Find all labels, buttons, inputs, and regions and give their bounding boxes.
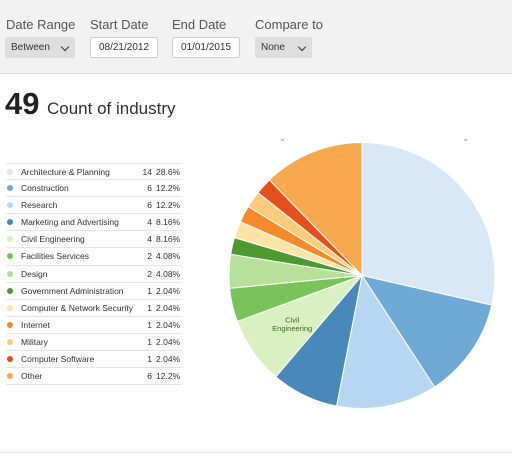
legend-label: Research: [21, 200, 58, 211]
legend-swatch: [7, 236, 13, 243]
chevron-down-icon: [297, 42, 307, 52]
legend-count: 1: [147, 285, 152, 296]
legend-count: 6: [147, 371, 152, 382]
compare-to-value: None: [261, 42, 285, 53]
legend-count: 4: [147, 217, 152, 228]
pie-slice-label: Design: [265, 139, 288, 141]
legend-percent: 2.04%: [156, 336, 181, 347]
legend-swatch: [7, 304, 13, 311]
legend-count: 1: [147, 354, 152, 365]
legend-row[interactable]: Civil Engineering 4 8.16%: [6, 231, 182, 249]
legend-count: 1: [147, 302, 152, 313]
legend-percent: 12.2%: [156, 183, 181, 194]
legend-swatch: [7, 169, 13, 175]
legend-label: Facilities Services: [21, 251, 90, 262]
pie-slice[interactable]: [335, 274, 436, 409]
date-range-dropdown[interactable]: Between: [5, 37, 75, 58]
pie-slice-label: Other: [321, 139, 340, 141]
legend-percent: 28.6%: [156, 167, 181, 177]
pie-chart: Architecture & PlanningConstruction Resea…: [228, 139, 496, 409]
divider: [0, 452, 512, 453]
legend-label: Military: [21, 336, 48, 347]
headline-count: 49: [5, 86, 40, 121]
legend-row[interactable]: Construction 6 12.2%: [6, 180, 182, 198]
legend-swatch: [7, 253, 13, 260]
legend-row[interactable]: Computer Software 1 2.04%: [6, 351, 182, 369]
legend-row[interactable]: Computer & Network Security 1 2.04%: [6, 300, 182, 317]
legend-percent: 12.2%: [156, 200, 181, 211]
legend-label: Other: [21, 371, 43, 382]
legend-swatch: [7, 270, 13, 277]
legend-label: Architecture & Planning: [21, 167, 110, 177]
legend-label: Marketing and Advertising: [21, 217, 119, 228]
legend-swatch: [7, 219, 13, 226]
start-date-label: Start Date: [90, 17, 149, 32]
legend-count: 1: [147, 319, 152, 330]
end-date-input[interactable]: 01/01/2015: [172, 37, 240, 58]
pie-slice-label: Architecture & Planning: [389, 139, 467, 141]
legend-percent: 12.2%: [156, 371, 181, 382]
legend-swatch: [7, 321, 13, 328]
legend-count: 6: [147, 183, 152, 194]
legend-count: 2: [147, 268, 152, 279]
legend-percent: 8.16%: [156, 217, 181, 228]
end-date-label: End Date: [172, 17, 227, 32]
legend-label: Computer Software: [21, 354, 95, 365]
legend-count: 6: [147, 200, 152, 211]
chevron-down-icon: [60, 42, 70, 52]
pie-slice-label: Construction: [411, 139, 453, 141]
headline-label: Count of industry: [47, 99, 176, 118]
legend-swatch: [7, 185, 13, 192]
legend-percent: 8.16%: [156, 234, 181, 245]
filter-bar: Date Range Between Start Date 08/21/2012…: [0, 0, 512, 74]
pie-slice[interactable]: [268, 141, 363, 277]
legend-label: Construction: [21, 183, 69, 194]
legend-label: Internet: [21, 319, 50, 330]
legend-count: 14: [142, 167, 152, 177]
start-date-input[interactable]: 08/21/2012: [90, 37, 158, 58]
legend-percent: 4.08%: [156, 251, 181, 262]
legend-row[interactable]: Architecture & Planning 14 28.6%: [6, 163, 182, 181]
legend-swatch: [7, 356, 13, 363]
legend-count: 1: [147, 336, 152, 347]
pie-slice-label: Research: [362, 139, 394, 141]
legend-swatch: [7, 373, 13, 380]
legend-swatch: [7, 287, 13, 294]
legend-row[interactable]: Marketing and Advertising 4 8.16%: [6, 214, 182, 232]
legend-swatch: [7, 338, 13, 345]
legend-label: Civil Engineering: [21, 234, 85, 245]
pie-chart-container: Architecture & PlanningConstruction Resea…: [226, 139, 498, 414]
legend-row[interactable]: Facilities Services 2 4.08%: [6, 248, 182, 266]
legend-percent: 2.04%: [156, 285, 181, 296]
date-range-label: Date Range: [6, 17, 76, 32]
legend-label: Government Administration: [21, 285, 124, 296]
legend-label: Computer & Network Security: [21, 302, 133, 313]
legend-percent: 2.04%: [156, 302, 181, 313]
legend-row[interactable]: Other 6 12.2%: [6, 368, 182, 386]
legend-table: Architecture & Planning 14 28.6% Constructi…: [6, 163, 182, 386]
legend-label: Design: [21, 268, 48, 279]
legend-percent: 2.04%: [156, 319, 181, 330]
legend-row[interactable]: Internet 1 2.04%: [6, 317, 182, 334]
legend-row[interactable]: Design 2 4.08%: [6, 266, 182, 283]
legend-row[interactable]: Government Administration 1 2.04%: [6, 283, 182, 300]
legend-count: 4: [147, 234, 152, 245]
compare-to-dropdown[interactable]: None: [255, 37, 312, 58]
date-range-value: Between: [11, 42, 50, 53]
pie-slice[interactable]: [360, 274, 493, 388]
compare-to-label: Compare to: [255, 17, 323, 32]
legend-row[interactable]: Military 1 2.04%: [6, 334, 182, 352]
legend-swatch: [7, 202, 13, 209]
pie-slice[interactable]: [361, 141, 496, 306]
legend-count: 2: [147, 251, 152, 262]
legend-percent: 2.04%: [156, 354, 181, 365]
legend-row[interactable]: Research 6 12.2%: [6, 197, 182, 215]
legend-percent: 4.08%: [156, 268, 181, 279]
